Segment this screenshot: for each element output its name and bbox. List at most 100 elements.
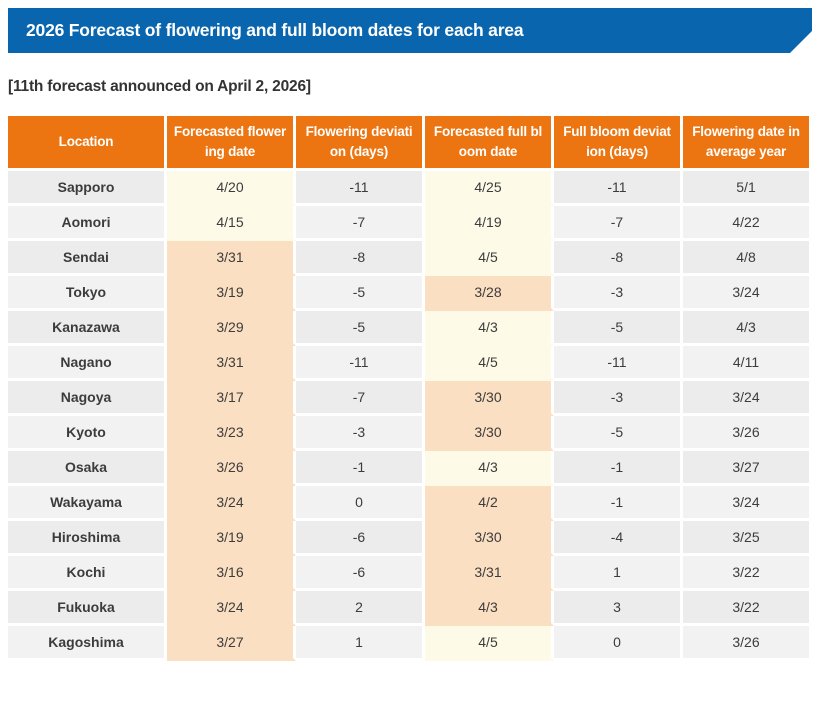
table-row: Sapporo 4/20 -11 4/25 -11 5/1 — [8, 171, 812, 206]
cell-average-year: 3/22 — [683, 556, 812, 591]
cell-flowering-date: 3/19 — [167, 276, 296, 311]
cell-average-year: 3/25 — [683, 521, 812, 556]
cell-average-year: 3/26 — [683, 626, 812, 661]
cell-full-bloom-deviation: -5 — [554, 416, 683, 451]
cell-location: Aomori — [8, 206, 167, 241]
cell-average-year: 3/24 — [683, 381, 812, 416]
cell-full-bloom-date: 4/2 — [425, 486, 554, 521]
table-row: Nagano 3/31 -11 4/5 -11 4/11 — [8, 346, 812, 381]
cell-flowering-deviation: -11 — [296, 346, 425, 381]
cell-full-bloom-deviation: -11 — [554, 346, 683, 381]
cell-location: Kochi — [8, 556, 167, 591]
cell-location: Hiroshima — [8, 521, 167, 556]
cell-full-bloom-deviation: -4 — [554, 521, 683, 556]
cell-full-bloom-deviation: 3 — [554, 591, 683, 626]
cell-flowering-deviation: -5 — [296, 311, 425, 346]
cell-location: Nagoya — [8, 381, 167, 416]
cell-flowering-date: 3/27 — [167, 626, 296, 661]
cell-flowering-date: 3/31 — [167, 346, 296, 381]
cell-location: Nagano — [8, 346, 167, 381]
column-header-flowering-deviation: Flowering deviati on (days) — [296, 116, 425, 171]
cell-flowering-deviation: -3 — [296, 416, 425, 451]
cell-average-year: 3/27 — [683, 451, 812, 486]
cell-average-year: 3/22 — [683, 591, 812, 626]
cell-full-bloom-date: 3/30 — [425, 416, 554, 451]
table-row: Tokyo 3/19 -5 3/28 -3 3/24 — [8, 276, 812, 311]
cell-flowering-date: 4/20 — [167, 171, 296, 206]
cell-full-bloom-date: 3/30 — [425, 381, 554, 416]
cell-full-bloom-date: 4/3 — [425, 591, 554, 626]
cell-flowering-deviation: 0 — [296, 486, 425, 521]
column-header-flowering-date-average-year: Flowering date in average year — [683, 116, 812, 171]
cell-average-year: 4/22 — [683, 206, 812, 241]
cell-full-bloom-date: 4/5 — [425, 626, 554, 661]
cell-flowering-deviation: 2 — [296, 591, 425, 626]
cell-flowering-date: 3/24 — [167, 591, 296, 626]
column-header-location: Location — [8, 116, 167, 171]
cell-full-bloom-date: 3/30 — [425, 521, 554, 556]
cell-full-bloom-deviation: -8 — [554, 241, 683, 276]
page-title: 2026 Forecast of flowering and full bloo… — [26, 20, 524, 40]
cell-full-bloom-date: 4/25 — [425, 171, 554, 206]
cell-full-bloom-date: 4/5 — [425, 241, 554, 276]
table-row: Sendai 3/31 -8 4/5 -8 4/8 — [8, 241, 812, 276]
cell-flowering-deviation: -5 — [296, 276, 425, 311]
cell-average-year: 4/11 — [683, 346, 812, 381]
cell-flowering-date: 3/17 — [167, 381, 296, 416]
cell-location: Kanazawa — [8, 311, 167, 346]
cell-flowering-date: 3/29 — [167, 311, 296, 346]
page-title-banner: 2026 Forecast of flowering and full bloo… — [8, 8, 812, 53]
cell-full-bloom-deviation: -3 — [554, 276, 683, 311]
cell-average-year: 4/3 — [683, 311, 812, 346]
cell-flowering-deviation: -7 — [296, 381, 425, 416]
cell-flowering-date: 3/19 — [167, 521, 296, 556]
table-row: Nagoya 3/17 -7 3/30 -3 3/24 — [8, 381, 812, 416]
cell-average-year: 3/26 — [683, 416, 812, 451]
cell-full-bloom-deviation: -3 — [554, 381, 683, 416]
forecast-table: Location Forecasted flower ing date Flower… — [8, 116, 812, 661]
cell-full-bloom-date: 4/3 — [425, 451, 554, 486]
cell-average-year: 5/1 — [683, 171, 812, 206]
cell-flowering-deviation: 1 — [296, 626, 425, 661]
cell-full-bloom-date: 4/19 — [425, 206, 554, 241]
cell-full-bloom-deviation: 0 — [554, 626, 683, 661]
cell-average-year: 3/24 — [683, 486, 812, 521]
cell-location: Osaka — [8, 451, 167, 486]
cell-full-bloom-date: 3/31 — [425, 556, 554, 591]
cell-full-bloom-date: 4/5 — [425, 346, 554, 381]
table-header-row: Location Forecasted flower ing date Flower… — [8, 116, 812, 171]
cell-flowering-deviation: -7 — [296, 206, 425, 241]
cell-location: Wakayama — [8, 486, 167, 521]
cell-flowering-deviation: -8 — [296, 241, 425, 276]
cell-location: Tokyo — [8, 276, 167, 311]
table-row: Kanazawa 3/29 -5 4/3 -5 4/3 — [8, 311, 812, 346]
cell-flowering-deviation: -1 — [296, 451, 425, 486]
cell-flowering-date: 3/26 — [167, 451, 296, 486]
cell-flowering-deviation: -6 — [296, 521, 425, 556]
cell-flowering-deviation: -11 — [296, 171, 425, 206]
cell-flowering-date: 4/15 — [167, 206, 296, 241]
cell-flowering-date: 3/16 — [167, 556, 296, 591]
column-header-forecasted-flowering-date: Forecasted flower ing date — [167, 116, 296, 171]
cell-full-bloom-date: 3/28 — [425, 276, 554, 311]
cell-full-bloom-deviation: 1 — [554, 556, 683, 591]
cell-full-bloom-deviation: -7 — [554, 206, 683, 241]
cell-full-bloom-deviation: -5 — [554, 311, 683, 346]
cell-location: Kyoto — [8, 416, 167, 451]
forecast-announcement-subtitle: [11th forecast announced on April 2, 202… — [8, 78, 311, 95]
table-row: Wakayama 3/24 0 4/2 -1 3/24 — [8, 486, 812, 521]
cell-flowering-deviation: -6 — [296, 556, 425, 591]
table-row: Fukuoka 3/24 2 4/3 3 3/22 — [8, 591, 812, 626]
cell-full-bloom-deviation: -1 — [554, 486, 683, 521]
cell-full-bloom-date: 4/3 — [425, 311, 554, 346]
cell-full-bloom-deviation: -11 — [554, 171, 683, 206]
table-row: Kagoshima 3/27 1 4/5 0 3/26 — [8, 626, 812, 661]
table-row: Aomori 4/15 -7 4/19 -7 4/22 — [8, 206, 812, 241]
cell-full-bloom-deviation: -1 — [554, 451, 683, 486]
cell-location: Kagoshima — [8, 626, 167, 661]
cell-average-year: 3/24 — [683, 276, 812, 311]
table-row: Hiroshima 3/19 -6 3/30 -4 3/25 — [8, 521, 812, 556]
column-header-forecasted-full-bloom-date: Forecasted full bl oom date — [425, 116, 554, 171]
cell-location: Fukuoka — [8, 591, 167, 626]
cell-location: Sendai — [8, 241, 167, 276]
